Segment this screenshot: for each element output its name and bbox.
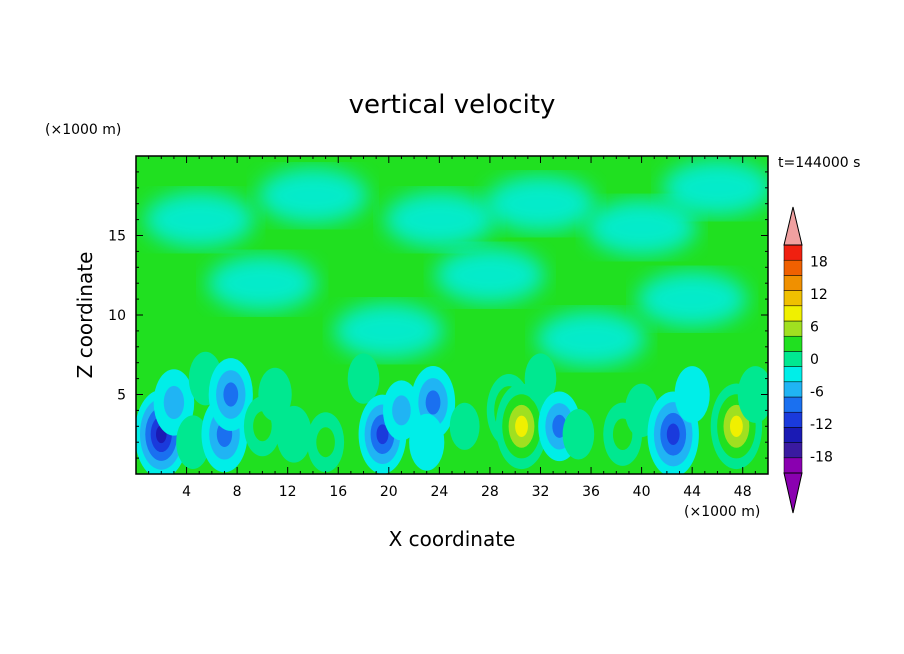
- colorbar-tick-label: -18: [810, 450, 833, 466]
- velocity-cell: [449, 402, 480, 450]
- velocity-cell: [153, 369, 195, 436]
- background-band: [384, 191, 495, 248]
- colorbar-segment: [783, 259, 803, 276]
- velocity-cell: [307, 412, 345, 473]
- background-bands: [144, 159, 768, 367]
- x-tick-label: 4: [182, 484, 191, 500]
- colorbar-segment: [783, 351, 803, 367]
- velocity-cell: [674, 366, 710, 423]
- colorbar-tick-label: 6: [810, 319, 819, 335]
- background-band: [536, 310, 647, 367]
- colorbar-over-arrow: [783, 206, 803, 246]
- time-label: t=144000 s: [778, 155, 860, 171]
- y-unit-label: (×1000 m): [45, 122, 121, 138]
- colorbar-segment: [783, 442, 803, 459]
- chart-title: vertical velocity: [349, 90, 556, 120]
- x-tick-label: 16: [329, 484, 347, 500]
- background-band: [637, 271, 748, 328]
- x-tick-label: 12: [279, 484, 297, 500]
- background-band: [144, 191, 255, 248]
- velocity-cell: [208, 358, 253, 431]
- velocity-cell: [276, 405, 312, 463]
- colorbar-segment: [783, 244, 803, 261]
- x-tick-label: 44: [683, 484, 701, 500]
- colorbar-segment: [783, 305, 803, 322]
- colorbar-tick-label: 0: [810, 352, 819, 368]
- background-band: [662, 159, 768, 216]
- plot-area: [136, 156, 768, 474]
- x-tick-label: 48: [734, 484, 752, 500]
- background-band: [257, 167, 368, 224]
- x-tick-label: 20: [380, 484, 398, 500]
- y-axis: 5 10 15: [108, 171, 768, 459]
- x-tick-label: 24: [430, 484, 448, 500]
- velocity-cell: [382, 380, 420, 441]
- y-axis-label: Z coordinate: [73, 252, 97, 379]
- x-axis: 4 8 12 16 20 24 28 32 36 40 44 48: [148, 156, 756, 500]
- x-tick-label: 40: [633, 484, 651, 500]
- colorbar-tick-label: -6: [810, 385, 824, 401]
- velocity-cell: [136, 389, 188, 474]
- y-tick-label: 5: [117, 388, 126, 404]
- colorbar-segment: [783, 427, 803, 443]
- velocity-cell: [562, 409, 595, 460]
- velocity-cell: [409, 413, 445, 471]
- background-band: [485, 175, 596, 232]
- x-axis-label: X coordinate: [389, 527, 516, 551]
- background-band: [207, 255, 318, 312]
- velocity-cell: [258, 367, 292, 422]
- background-band: [586, 199, 697, 256]
- colorbar-under-arrow: [783, 472, 803, 514]
- colorbar-segment: [783, 335, 803, 352]
- velocity-cell: [176, 415, 210, 470]
- x-tick-label: 32: [532, 484, 550, 500]
- background-band: [434, 247, 545, 304]
- colorbar-tick-label: -12: [810, 417, 833, 433]
- colorbar-segment: [783, 396, 803, 413]
- velocity-cells: [136, 351, 768, 474]
- velocity-cell: [524, 353, 557, 404]
- x-tick-label: 28: [481, 484, 499, 500]
- colorbar-tick-label: 12: [810, 287, 828, 303]
- velocity-cell: [347, 353, 380, 404]
- colorbar-segment: [783, 457, 803, 474]
- x-tick-label: 36: [582, 484, 600, 500]
- colorbar-tick-label: 18: [810, 254, 828, 270]
- colorbar-segment: [783, 275, 803, 291]
- velocity-cell: [495, 383, 548, 470]
- y-tick-label: 10: [108, 308, 126, 324]
- colorbar: 18 12 6 0 -6 -12 -18: [783, 206, 833, 514]
- colorbar-segment: [783, 320, 803, 337]
- colorbar-segment: [783, 411, 803, 428]
- x-tick-label: 8: [233, 484, 242, 500]
- colorbar-segment: [783, 366, 803, 383]
- velocity-cell: [737, 366, 768, 423]
- colorbar-segment: [783, 290, 803, 307]
- y-tick-label: 15: [108, 229, 126, 245]
- x-unit-label: (×1000 m): [684, 504, 760, 520]
- background-band: [333, 302, 444, 359]
- colorbar-segment: [783, 381, 803, 398]
